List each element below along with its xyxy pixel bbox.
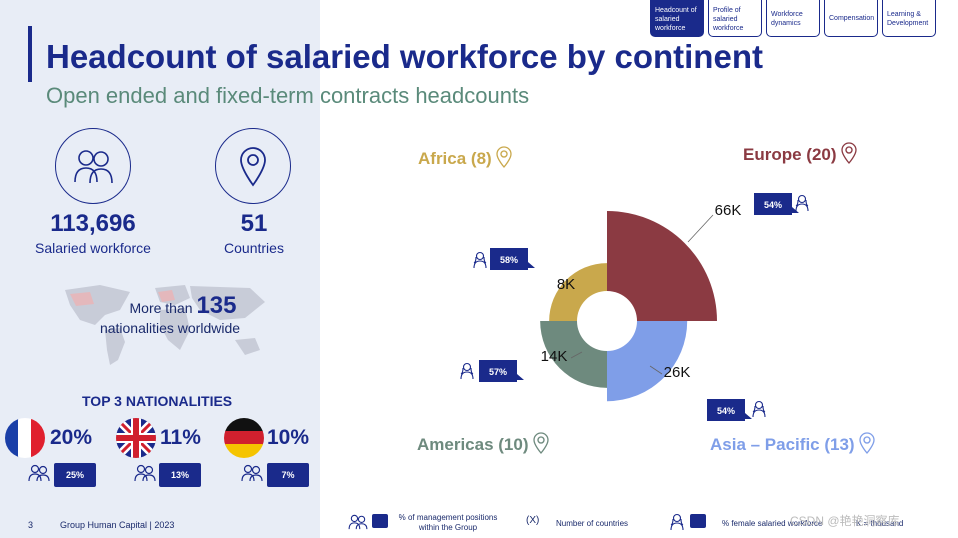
footer-page-number: 3 [28,520,34,530]
germany-badge: 7% [267,463,309,487]
page-subtitle: Open ended and fixed-term contracts head… [46,83,530,108]
nationalities-value: 135 [196,292,237,319]
female-share-badge: 57% [479,360,524,382]
workforce-value: 113,696 [50,210,136,237]
tab-compensation[interactable]: Compensation [824,0,878,37]
legend-countries-symbol: (X) [526,515,540,526]
female-person-icon [752,400,766,418]
region-asia-label: Asia – Pacific (13) [710,435,855,454]
leader-line [570,351,583,359]
nationalities-label: nationalities worldwide [99,320,241,336]
tab-headcount[interactable]: Headcount of salaried workforce [650,0,704,37]
watermark: CSDN @艳艳洞察库 [790,514,900,528]
legend-management-swatch [372,514,388,528]
region-africa: Africa (8) [418,146,513,169]
female-person-icon [795,194,809,212]
footer-source: Group Human Capital | 2023 [60,520,175,530]
value-label: 26K [664,364,691,381]
people-icon [55,128,131,204]
france-badge: 25% [54,463,96,487]
tab-workforce-dynamics[interactable]: Workforce dynamics [766,0,820,37]
legend-management-label: % of management positions within the Gro… [398,513,498,532]
germany-flag [224,418,264,458]
legend-countries-label: Number of countries [556,519,629,528]
nationalities-line: More than 135 [98,292,268,320]
tab-profile[interactable]: Profile of salaried workforce [708,0,762,37]
page-title: Headcount of salaried workforce by conti… [46,38,763,75]
female-share-label: 54% [717,406,735,416]
location-pin-icon [496,146,513,168]
location-pin-icon [215,128,291,204]
region-africa-label: Africa (8) [418,149,492,168]
people-icon [348,514,368,530]
location-pin-icon [859,432,875,454]
tab-learning-development[interactable]: Learning & Development [882,0,936,37]
legend-k-label: K = thousand [856,519,904,528]
female-person-icon [460,362,474,380]
people-icon [241,464,263,482]
workforce-label: Salaried workforce [35,240,151,256]
germany-share: 10% [267,426,310,449]
sector-americas [540,321,607,388]
world-map [65,285,265,365]
region-asia-pacific: Asia – Pacific (13) [710,432,875,455]
sector-europe [607,211,717,321]
top3-title: TOP 3 NATIONALITIES [82,393,233,409]
uk-badge: 13% [159,463,201,487]
countries-value: 51 [240,210,268,237]
female-share-label: 54% [764,200,782,210]
value-label: 14K [541,348,568,365]
uk-share: 11% [160,426,201,449]
location-pin-icon [533,432,549,454]
people-icon [28,464,50,482]
location-pin-icon [841,142,857,164]
legend-female-label: % female salaried workforce [722,519,823,528]
female-person-icon [670,513,684,531]
france-share: 20% [50,426,93,449]
nationalities-prefix: More than [129,300,193,316]
title-accent-bar [28,26,32,82]
female-share-badge: 54% [754,193,799,215]
value-label: 66K [715,202,742,219]
nav-tabs: Headcount of salaried workforce Profile … [650,0,936,37]
female-share-label: 58% [500,255,518,265]
countries-label: Countries [224,240,284,256]
people-icon [134,464,156,482]
france-flag [5,418,45,458]
left-panel [0,0,320,538]
region-europe: Europe (20) [743,142,857,165]
uk-flag [116,418,156,458]
region-americas: Americas (10) [417,432,549,455]
sector-africa [549,263,607,321]
female-person-icon [473,251,487,269]
female-share-label: 57% [489,367,507,377]
region-americas-label: Americas (10) [417,435,529,454]
female-share-badge: 54% [707,399,752,421]
region-europe-label: Europe (20) [743,145,837,164]
legend-female-swatch [690,514,706,528]
leader-line [687,214,714,243]
value-label: 8K [557,276,575,293]
sector-asia-pacific [607,321,688,402]
female-share-badge: 58% [490,248,535,270]
leader-line [649,365,663,375]
